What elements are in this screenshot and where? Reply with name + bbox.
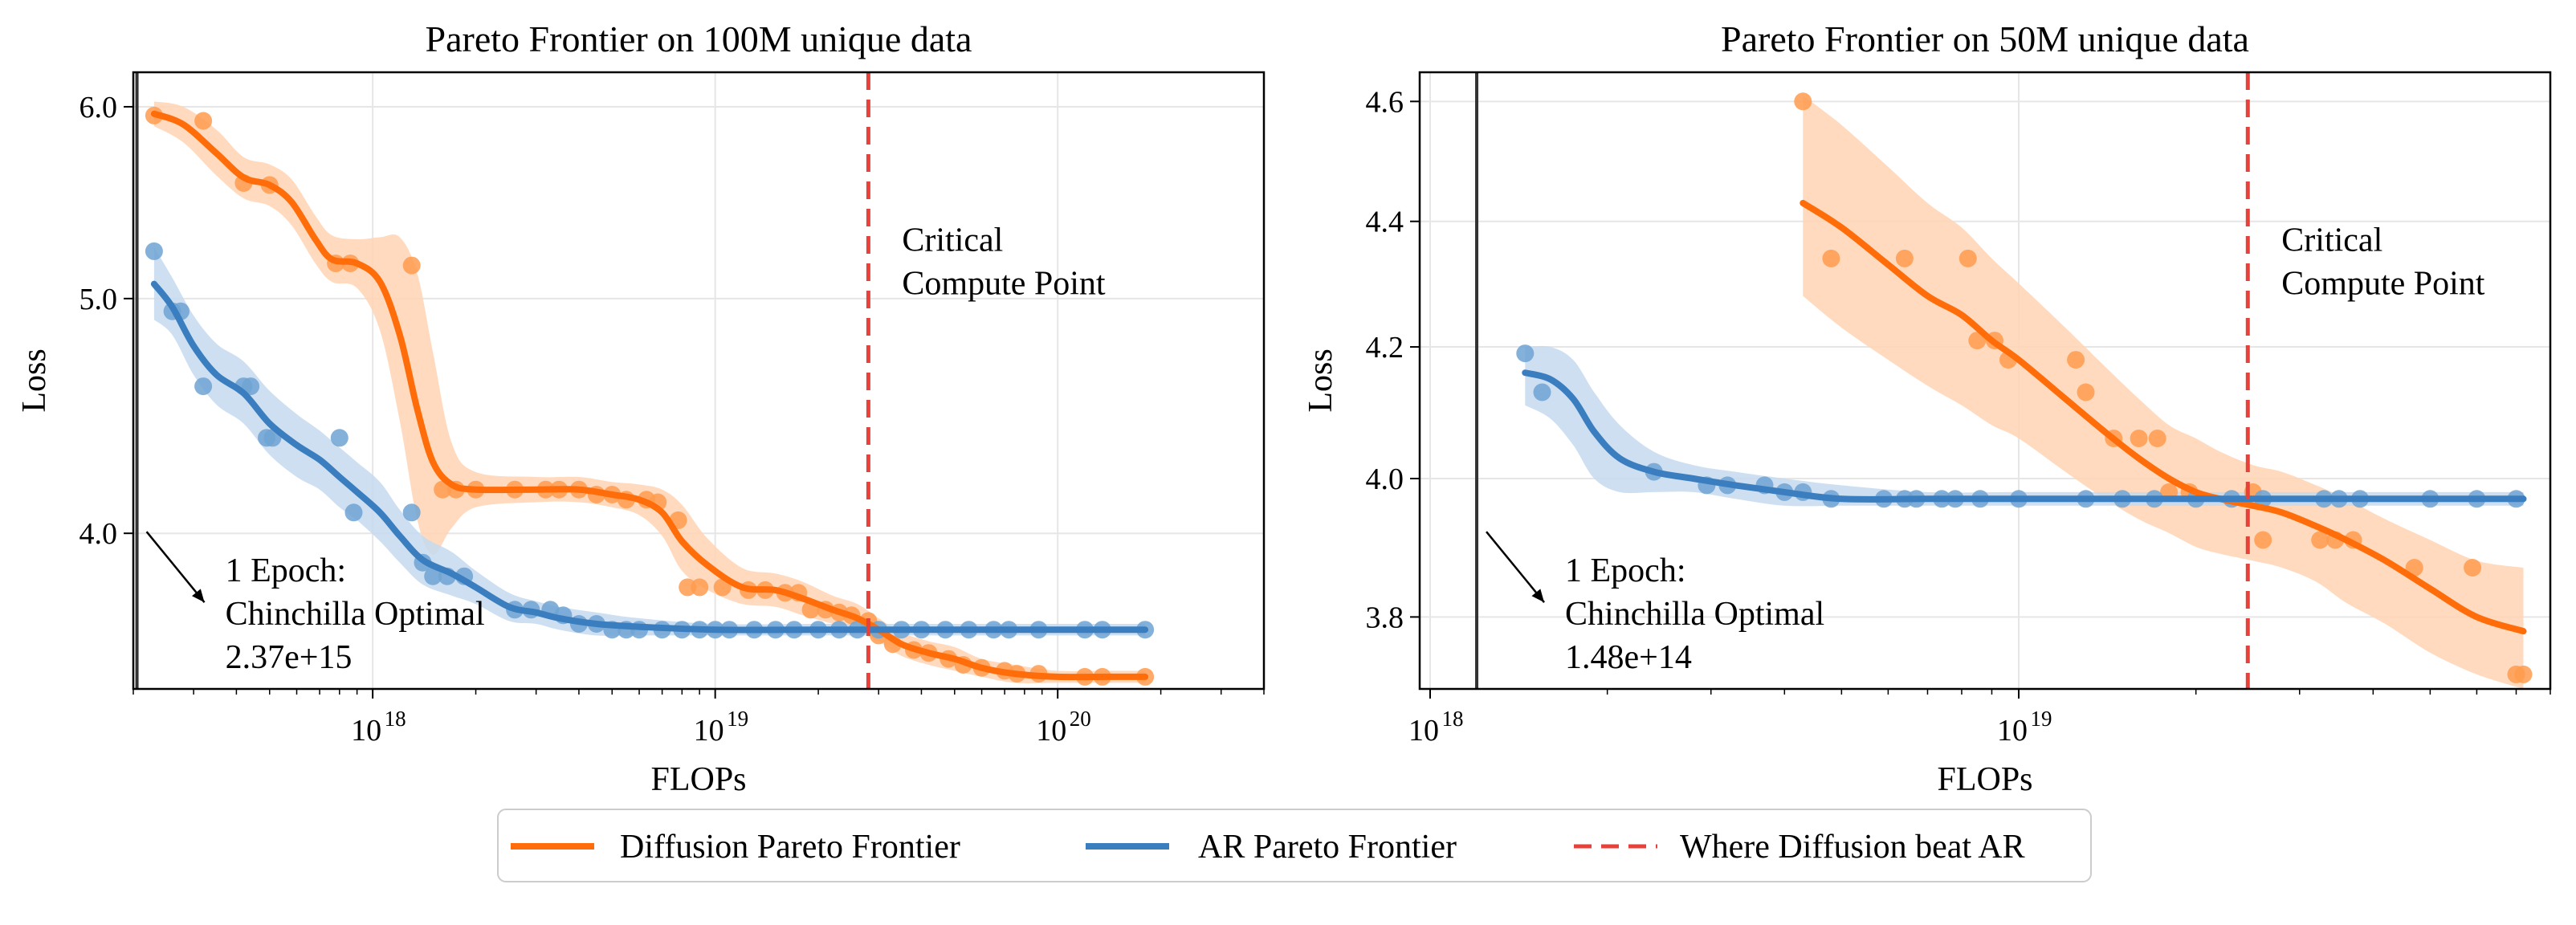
ar-data-point xyxy=(344,503,363,522)
critical-annotation-text: Compute Point xyxy=(902,266,1106,303)
epoch-arrow-head xyxy=(1531,589,1545,603)
x-axis-label: FLOPs xyxy=(650,761,746,798)
epoch-arrow-head xyxy=(192,589,205,603)
x-tick-exponent: 19 xyxy=(727,707,748,731)
y-axis-label: Loss xyxy=(16,348,53,412)
epoch-annotation-text: 1 Epoch: xyxy=(1565,552,1685,589)
diffusion-data-point xyxy=(402,256,421,275)
diffusion-frontier-line xyxy=(1800,199,2527,635)
y-tick-label: 4.4 xyxy=(1366,206,1404,239)
ar-data-point xyxy=(1533,383,1551,401)
epoch-annotation-text: Chinchilla Optimal xyxy=(1565,596,1824,633)
x-tick-label: 10 xyxy=(1997,714,2028,748)
ar-confidence-band xyxy=(1525,345,2524,507)
ar-data-point xyxy=(330,429,348,447)
legend-diffusion-label: Diffusion Pareto Frontier xyxy=(620,829,960,866)
x-axis-label: FLOPs xyxy=(1937,761,2032,798)
diffusion-frontier-line xyxy=(150,110,1149,681)
diffusion-data-point xyxy=(2130,430,2148,447)
epoch-arrow xyxy=(1486,531,1546,603)
chart-title: Pareto Frontier on 50M unique data xyxy=(1721,18,2249,59)
y-axis-label: Loss xyxy=(1302,348,1339,412)
y-tick-label: 4.6 xyxy=(1366,85,1404,119)
diffusion-data-point xyxy=(2311,531,2329,549)
ar-data-point xyxy=(242,377,260,396)
ar-data-point xyxy=(402,503,421,522)
ar-data-point xyxy=(194,377,213,396)
diffusion-data-point xyxy=(1822,249,1840,267)
axes-frame xyxy=(1418,71,2552,691)
x-tick-label: 10 xyxy=(1036,714,1066,748)
diffusion-confidence-band xyxy=(1803,96,2524,689)
plot-area xyxy=(135,72,1155,689)
diffusion-data-point xyxy=(1794,92,1812,111)
critical-annotation-text: Critical xyxy=(902,222,1003,259)
x-tick-exponent: 19 xyxy=(2031,707,2052,731)
diffusion-data-point xyxy=(691,578,709,597)
diffusion-data-point xyxy=(2514,665,2533,683)
y-tick-label: 4.0 xyxy=(1366,462,1404,496)
legend-ar-label: AR Pareto Frontier xyxy=(1198,829,1457,866)
diffusion-data-point xyxy=(2464,559,2482,577)
y-tick-label: 3.8 xyxy=(1366,601,1404,634)
critical-annotation-text: Compute Point xyxy=(2281,266,2485,303)
diffusion-data-point xyxy=(1958,249,1977,267)
x-tick-exponent: 18 xyxy=(385,707,406,731)
epoch-arrow xyxy=(145,531,206,603)
epoch-annotation-text: Chinchilla Optimal xyxy=(226,596,485,633)
diffusion-data-point xyxy=(2077,383,2095,401)
legend: Diffusion Pareto Frontier AR Pareto Fron… xyxy=(497,809,2092,882)
plot-area xyxy=(1475,72,2533,689)
diffusion-confidence-band xyxy=(153,101,1146,683)
epoch-annotation-text: 1.48e+14 xyxy=(1565,639,1692,676)
y-tick-label: 4.2 xyxy=(1366,331,1404,365)
ar-data-point xyxy=(424,567,442,585)
x-tick-exponent: 20 xyxy=(1070,707,1091,731)
ar-data-point xyxy=(145,242,163,260)
epoch-annotation-text: 1 Epoch: xyxy=(226,552,346,589)
epoch-annotation-text: 2.37e+15 xyxy=(226,639,353,676)
diffusion-data-point xyxy=(2148,430,2166,447)
chart-title: Pareto Frontier on 100M unique data xyxy=(426,18,972,59)
y-tick-label: 6.0 xyxy=(79,91,118,124)
legend-frame xyxy=(497,809,2092,882)
diffusion-data-point xyxy=(1968,332,1987,350)
x-tick-exponent: 18 xyxy=(1441,707,1463,731)
diffusion-data-point xyxy=(2254,531,2272,549)
axes-frame xyxy=(132,71,1266,691)
x-tick-label: 10 xyxy=(694,714,724,748)
diffusion-data-point xyxy=(2067,351,2085,369)
ar-frontier-line xyxy=(150,280,1149,634)
diffusion-data-point xyxy=(1895,249,1914,267)
x-tick-label: 10 xyxy=(1408,714,1439,748)
diffusion-data-point xyxy=(194,112,213,130)
y-tick-label: 4.0 xyxy=(79,517,118,551)
legend-critical-label: Where Diffusion beat AR xyxy=(1680,829,2025,866)
critical-annotation-text: Critical xyxy=(2281,222,2382,259)
ar-data-point xyxy=(1516,344,1535,363)
x-tick-label: 10 xyxy=(351,714,381,748)
y-tick-label: 5.0 xyxy=(79,283,118,316)
